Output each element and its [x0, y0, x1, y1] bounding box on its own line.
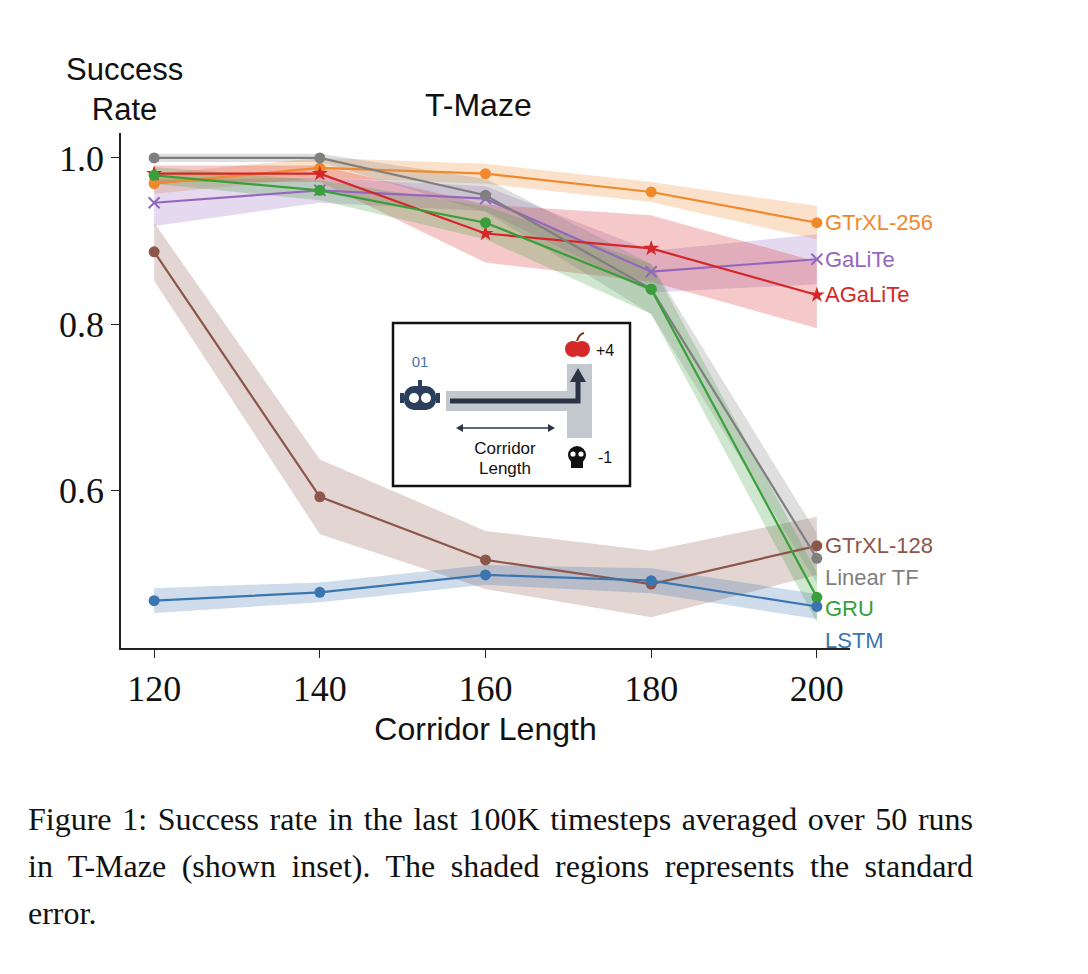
svg-text:T-Maze: T-Maze — [425, 87, 532, 123]
svg-text:01: 01 — [412, 353, 429, 370]
svg-text:Linear TF: Linear TF — [825, 565, 919, 590]
svg-text:160: 160 — [459, 669, 513, 709]
svg-text:+4: +4 — [596, 342, 614, 359]
svg-text:SuccessRate: SuccessRate — [66, 52, 183, 127]
svg-text:AGaLiTe: AGaLiTe — [825, 282, 909, 307]
svg-text:140: 140 — [293, 669, 347, 709]
svg-text:120: 120 — [127, 669, 181, 709]
svg-text:GRU: GRU — [825, 596, 874, 621]
svg-text:200: 200 — [790, 669, 844, 709]
svg-text:0.6: 0.6 — [59, 471, 104, 511]
svg-text:1.0: 1.0 — [59, 139, 104, 179]
svg-text:Corridor Length: Corridor Length — [374, 711, 596, 747]
svg-text:GaLiTe: GaLiTe — [825, 247, 895, 272]
svg-text:GTrXL-128: GTrXL-128 — [825, 533, 933, 558]
svg-text:Length: Length — [479, 459, 531, 478]
svg-text:-1: -1 — [598, 449, 612, 466]
svg-text:180: 180 — [624, 669, 678, 709]
svg-text:GTrXL-256: GTrXL-256 — [825, 210, 933, 235]
svg-text:LSTM: LSTM — [825, 628, 884, 653]
svg-text:Corridor: Corridor — [474, 439, 536, 458]
svg-text:0.8: 0.8 — [59, 305, 104, 345]
html-text:Figure 1: Success rate in the: Figure 1: Success rate in the last 100K … — [28, 801, 973, 931]
